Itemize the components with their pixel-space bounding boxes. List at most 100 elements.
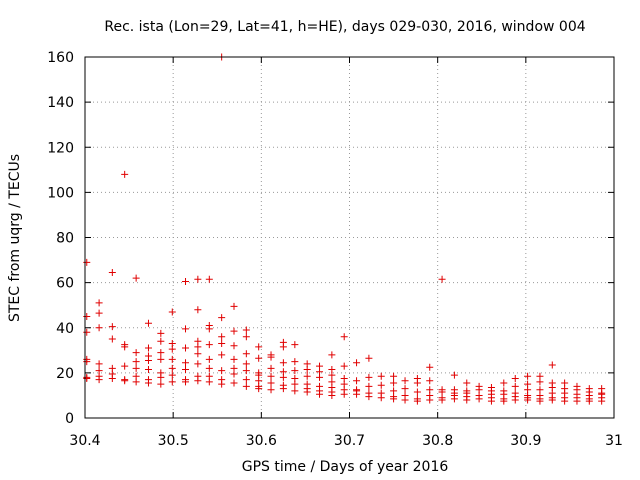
data-point [303,365,311,373]
data-point [511,375,519,383]
data-point [205,378,213,386]
data-point [548,361,556,369]
data-point [83,258,91,266]
data-point [377,394,385,402]
data-point [157,355,165,363]
data-point [365,373,373,381]
data-point [132,349,140,357]
data-point [561,397,569,405]
data-point [500,397,508,405]
y-tick-label: 160 [47,50,74,66]
y-tick-label: 40 [56,321,74,337]
data-point [291,367,299,375]
data-point [438,275,446,283]
x-tick-label: 30.4 [69,433,100,449]
data-point [291,358,299,366]
data-point [182,277,190,285]
data-point [536,397,544,405]
data-point [83,358,91,366]
x-tick-label: 30.6 [246,433,277,449]
data-point [450,395,458,403]
y-tick-label: 120 [47,140,74,156]
data-point [279,373,287,381]
data-point [205,355,213,363]
data-point [132,378,140,386]
data-point [291,387,299,395]
axis-ticks [84,56,615,419]
data-point [316,373,324,381]
data-point [328,351,336,359]
data-point [230,355,238,363]
data-point [328,391,336,399]
data-point [182,359,190,367]
data-point [401,385,409,393]
data-point [121,343,129,351]
data-point [487,397,495,405]
data-point [108,323,116,331]
data-point [598,397,606,405]
y-tick-label: 80 [56,231,74,247]
data-point [267,372,275,380]
y-tick-label: 60 [56,276,74,292]
data-point [524,396,532,404]
data-point [353,359,361,367]
data-point [242,376,250,384]
data-point [194,377,202,385]
x-axis-label: GPS time / Days of year 2016 [242,459,449,475]
data-point [218,340,226,348]
data-point [121,362,129,370]
data-point [242,333,250,341]
data-point [548,396,556,404]
data-point [218,380,226,388]
data-point [450,371,458,379]
data-point [353,377,361,385]
data-point [182,344,190,352]
data-point [83,312,91,320]
data-point [413,397,421,405]
data-point [182,365,190,373]
data-point [108,375,116,383]
y-tick-label: 140 [47,95,74,111]
data-point [291,380,299,388]
data-point [182,378,190,386]
grid-lines [85,57,614,418]
data-points [83,53,606,405]
data-point [426,377,434,385]
data-point [413,388,421,396]
data-point [205,325,213,333]
data-point [426,363,434,371]
data-point [144,365,152,373]
data-point [316,390,324,398]
data-point [340,362,348,370]
data-point [194,275,202,283]
data-point [230,370,238,378]
data-point [144,379,152,387]
data-point [157,329,165,337]
data-point [463,396,471,404]
data-point [230,379,238,387]
y-axis-label: STEC from uqrg / TECUs [7,154,23,322]
data-point [279,359,287,367]
data-point [218,351,226,359]
data-point [511,396,519,404]
data-point [573,397,581,405]
data-point [242,326,250,334]
data-point [132,358,140,366]
data-point [168,308,176,316]
data-point [144,319,152,327]
data-point [132,274,140,282]
x-tick-label: 31 [605,433,623,449]
data-point [255,354,263,362]
data-point [168,355,176,363]
data-point [365,382,373,390]
data-point [144,356,152,364]
y-tick-label: 100 [47,185,74,201]
data-point [267,364,275,372]
data-point [218,333,226,341]
data-point [230,302,238,310]
data-point [230,342,238,350]
data-point [95,299,103,307]
data-point [279,343,287,351]
data-point [108,268,116,276]
data-point [95,324,103,332]
